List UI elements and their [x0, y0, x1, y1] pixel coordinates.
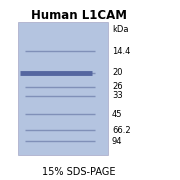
Text: 14.4: 14.4 [112, 47, 130, 56]
Text: 20: 20 [112, 68, 123, 77]
Text: 94: 94 [112, 137, 123, 146]
Text: 33: 33 [112, 91, 123, 100]
Text: 15% SDS-PAGE: 15% SDS-PAGE [42, 167, 116, 177]
Text: kDa: kDa [112, 25, 129, 34]
Text: Human L1CAM: Human L1CAM [31, 9, 127, 22]
Text: 45: 45 [112, 110, 123, 119]
Text: 66.2: 66.2 [112, 126, 131, 135]
Bar [18, 22, 108, 155]
Text: 26: 26 [112, 82, 123, 91]
